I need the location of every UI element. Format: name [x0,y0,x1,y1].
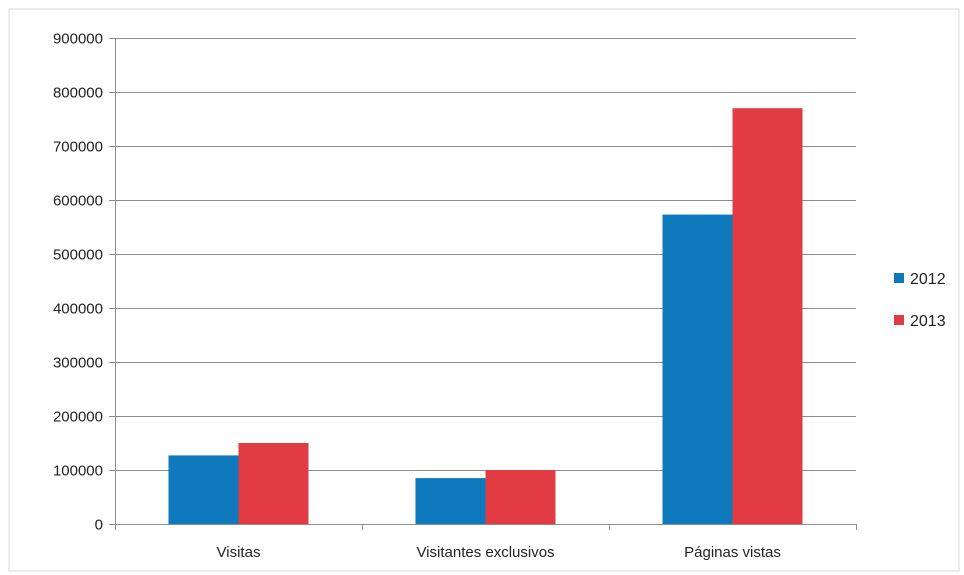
y-tick-label: 400000 [53,301,103,318]
x-tick-labels: Visitas Visitantes exclusivos Páginas vist… [217,544,781,561]
bar-2013-2 [732,108,803,524]
y-tick-label: 300000 [53,355,103,372]
legend: 2012 2013 [894,271,946,330]
y-tick-label: 900000 [53,31,103,48]
bar-2012-2 [662,214,733,524]
y-tick-label: 500000 [53,247,103,264]
x-tick-label: Páginas vistas [684,544,781,561]
y-tick-label: 0 [95,517,103,534]
y-tick-label: 200000 [53,409,103,426]
bar-2013-1 [485,470,556,524]
legend-swatch-2013 [894,315,904,325]
x-tick-label: Visitantes exclusivos [416,544,554,561]
bars [168,108,803,524]
axes [109,38,857,530]
y-tick-label: 800000 [53,85,103,102]
x-tick-label: Visitas [217,544,261,561]
y-tick-label: 700000 [53,139,103,156]
legend-label-2012: 2012 [910,271,946,288]
y-tick-labels: 0 100000 200000 300000 400000 500000 600000 700… [53,31,103,534]
y-tick-label: 100000 [53,463,103,480]
legend-label-2013: 2013 [910,313,946,330]
bar-2013-0 [238,443,309,524]
chart-border [8,8,960,572]
bar-2012-1 [415,478,486,524]
bar-2012-0 [168,455,239,524]
legend-swatch-2012 [894,273,904,283]
y-tick-label: 600000 [53,193,103,210]
